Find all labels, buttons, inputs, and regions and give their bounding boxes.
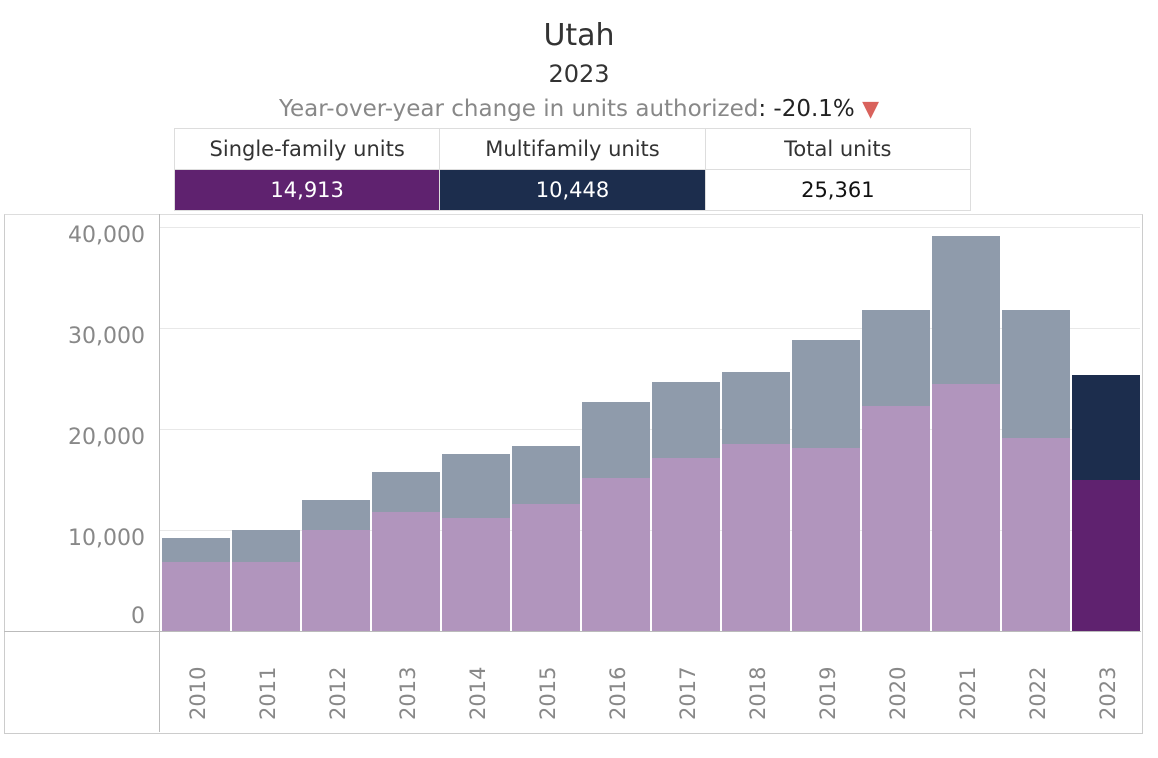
x-tick-text: 2023: [1096, 666, 1120, 720]
x-tick-text: 2014: [466, 666, 490, 720]
x-tick-text: 2010: [186, 666, 210, 720]
y-tick-label: 40,000: [68, 223, 145, 248]
x-tick-label: 2013: [372, 640, 442, 720]
bar-single-family-2018[interactable]: [722, 444, 790, 631]
x-tick-label: 2012: [302, 640, 372, 720]
x-tick-text: 2019: [816, 666, 840, 720]
gridline: [160, 429, 1140, 430]
gridline: [160, 328, 1140, 329]
bar-single-family-2019[interactable]: [792, 448, 860, 631]
x-tick-label: 2011: [232, 640, 302, 720]
bar-multifamily-2021[interactable]: [932, 236, 1000, 384]
bar-multifamily-2012[interactable]: [302, 499, 370, 530]
x-tick-label: 2014: [442, 640, 512, 720]
bar-single-family-2023[interactable]: [1072, 480, 1140, 631]
yoy-value: : -20.1%: [758, 96, 855, 122]
x-tick-text: 2018: [746, 666, 770, 720]
value-single-family: 14,913: [173, 169, 441, 211]
x-tick-text: 2013: [396, 666, 420, 720]
bar-single-family-2012[interactable]: [302, 530, 370, 631]
x-tick-text: 2021: [956, 666, 980, 720]
bar-multifamily-2023[interactable]: [1072, 374, 1140, 481]
bar-single-family-2020[interactable]: [862, 405, 930, 631]
yoy-label: Year-over-year change in units authorize…: [278, 96, 759, 122]
bar-multifamily-2018[interactable]: [722, 372, 790, 445]
x-tick-text: 2015: [536, 666, 560, 720]
chart-year: 2023: [548, 60, 610, 88]
chart-title: Utah: [543, 18, 615, 53]
y-tick-label: 30,000: [68, 324, 145, 349]
bar-single-family-2021[interactable]: [932, 383, 1000, 631]
gridline: [160, 530, 1140, 531]
bar-single-family-2022[interactable]: [1002, 438, 1070, 631]
bar-single-family-2013[interactable]: [372, 511, 440, 631]
x-tick-text: 2017: [676, 666, 700, 720]
x-tick-label: 2022: [1002, 640, 1072, 720]
x-tick-label: 2021: [932, 640, 1002, 720]
bar-single-family-2011[interactable]: [232, 562, 300, 631]
chart-frame: [4, 214, 1143, 734]
x-tick-label: 2010: [162, 640, 232, 720]
x-tick-label: 2020: [862, 640, 932, 720]
x-tick-text: 2020: [886, 666, 910, 720]
bar-multifamily-2017[interactable]: [652, 381, 720, 459]
bar-multifamily-2011[interactable]: [232, 530, 300, 563]
x-tick-text: 2022: [1026, 666, 1050, 720]
bar-multifamily-2010[interactable]: [162, 538, 230, 563]
y-axis-line: [159, 214, 160, 732]
bar-multifamily-2016[interactable]: [582, 401, 650, 479]
y-tick-label: 10,000: [68, 526, 145, 551]
bar-multifamily-2013[interactable]: [372, 472, 440, 512]
down-triangle-icon: ▼: [862, 97, 880, 122]
summary-table: Single-family units Multifamily units To…: [173, 128, 972, 211]
x-tick-label: 2023: [1072, 640, 1142, 720]
x-tick-text: 2012: [326, 666, 350, 720]
bar-multifamily-2015[interactable]: [512, 446, 580, 504]
bar-single-family-2016[interactable]: [582, 478, 650, 631]
bar-single-family-2010[interactable]: [162, 562, 230, 631]
bar-multifamily-2014[interactable]: [442, 454, 510, 518]
yoy-change: Year-over-year change in units authorize…: [0, 96, 1158, 122]
x-axis-line: [4, 631, 1141, 632]
header-single-family: Single-family units: [173, 128, 441, 170]
x-tick-text: 2011: [256, 666, 280, 720]
value-multifamily: 10,448: [439, 169, 706, 211]
x-tick-label: 2017: [652, 640, 722, 720]
bar-single-family-2015[interactable]: [512, 503, 580, 631]
bar-multifamily-2019[interactable]: [792, 340, 860, 449]
x-tick-label: 2015: [512, 640, 582, 720]
bar-single-family-2014[interactable]: [442, 517, 510, 631]
x-tick-text: 2016: [606, 666, 630, 720]
bar-multifamily-2022[interactable]: [1002, 309, 1070, 439]
x-tick-label: 2018: [722, 640, 792, 720]
x-tick-label: 2016: [582, 640, 652, 720]
header-multifamily: Multifamily units: [439, 128, 706, 170]
gridline: [160, 227, 1140, 228]
y-tick-label: 20,000: [68, 425, 145, 450]
value-total: 25,361: [704, 169, 972, 211]
y-tick-label: 0: [131, 604, 145, 629]
bar-multifamily-2020[interactable]: [862, 309, 930, 406]
bar-single-family-2017[interactable]: [652, 458, 720, 631]
x-tick-label: 2019: [792, 640, 862, 720]
header-total: Total units: [704, 128, 972, 170]
